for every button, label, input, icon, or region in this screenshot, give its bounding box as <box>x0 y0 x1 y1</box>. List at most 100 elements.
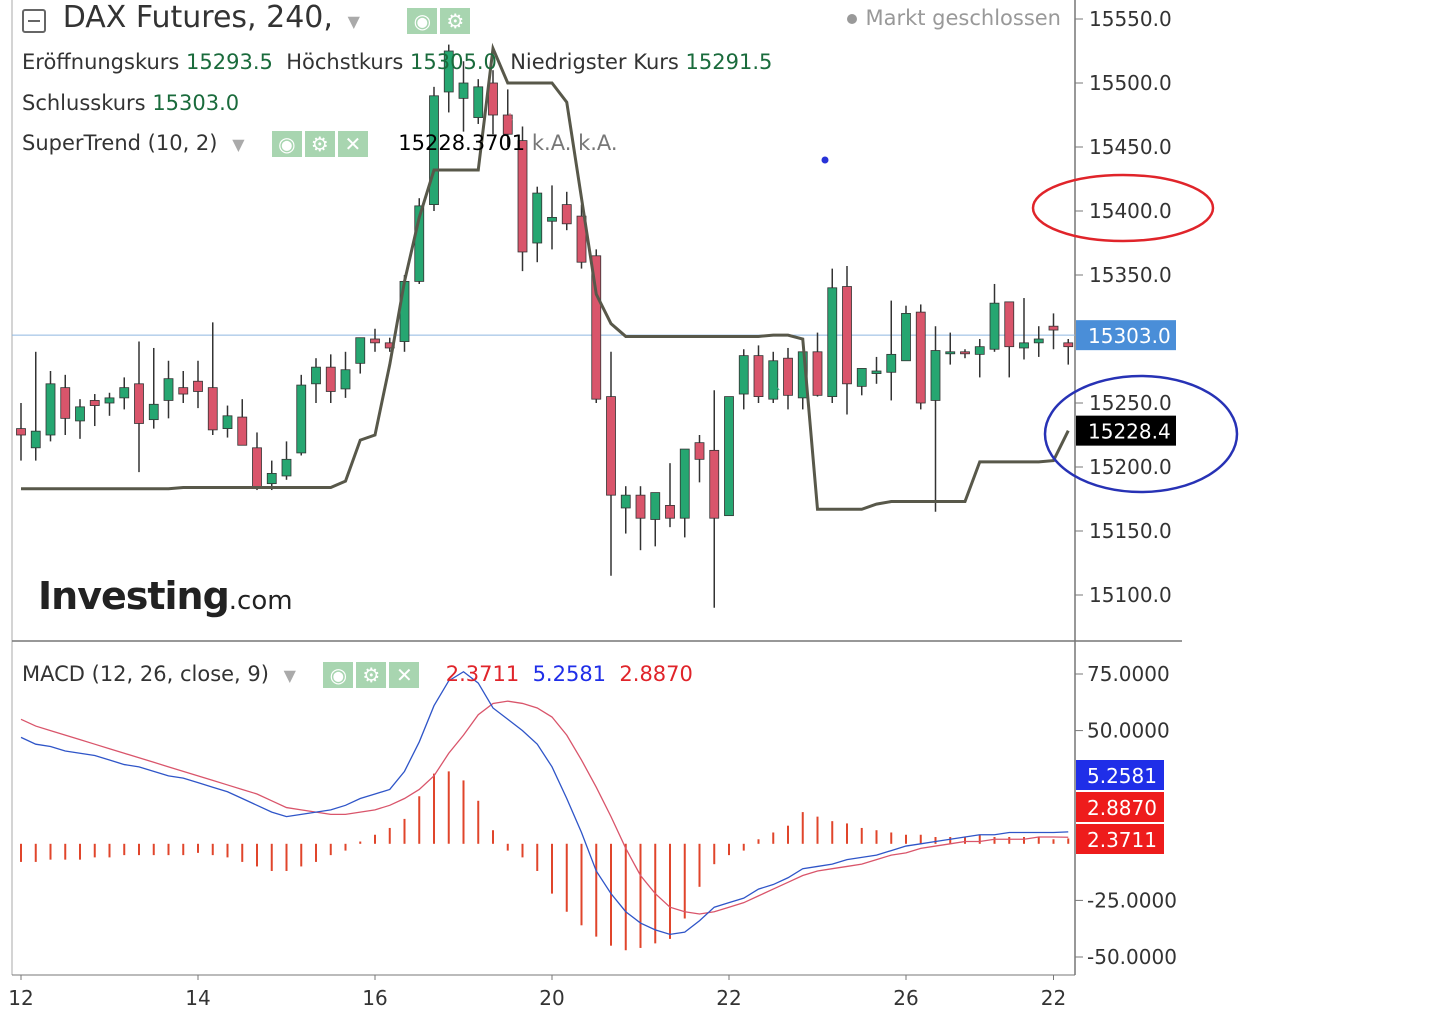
candle-body[interactable] <box>237 416 248 446</box>
candle-body[interactable] <box>812 351 823 396</box>
candle-body[interactable] <box>517 140 528 253</box>
eye-icon[interactable]: ◉ <box>407 8 438 34</box>
price-axis[interactable]: 15550.0 15500.0 15450.0 15400.0 15350.0 15250… <box>1075 7 1177 969</box>
candle-body[interactable] <box>163 378 174 401</box>
candle-body[interactable] <box>753 355 764 398</box>
chevron-down-icon[interactable]: ▼ <box>347 11 360 31</box>
candle-body[interactable] <box>281 458 292 477</box>
candle-body[interactable] <box>679 448 690 519</box>
candle-body[interactable] <box>561 204 572 225</box>
candle-body[interactable] <box>606 396 616 496</box>
ohlc-row: Eröffnungskurs 15293.5 Höchstkurs 15305.… <box>22 50 772 74</box>
candle-body[interactable] <box>989 302 1000 350</box>
symbol-header: DAX Futures, 240, ▼ ◉ ⚙ <box>22 0 473 35</box>
candle-body[interactable] <box>252 447 262 488</box>
candle-body[interactable] <box>974 346 985 355</box>
candle-body[interactable] <box>75 406 85 422</box>
symbol-title[interactable]: DAX Futures, 240, <box>62 0 333 35</box>
candle-body[interactable] <box>148 403 159 421</box>
candle-body[interactable] <box>207 387 218 431</box>
close-icon[interactable]: ✕ <box>337 131 368 157</box>
candle-body[interactable] <box>311 366 321 385</box>
candle-body[interactable] <box>768 360 779 400</box>
candle-body[interactable] <box>355 337 366 364</box>
candle-body[interactable] <box>443 50 454 93</box>
candle-body[interactable] <box>856 368 867 387</box>
supertrend-label[interactable]: SuperTrend (10, 2) <box>22 131 218 155</box>
price-tick-label: 15450.0 <box>1089 135 1172 159</box>
time-axis[interactable]: 12 14 16 20 22 26 22 <box>8 975 1066 1009</box>
macd-value-tag-label: 2.3711 <box>1087 828 1157 852</box>
candle-body[interactable] <box>1033 338 1044 344</box>
investing-logo: Investing.com <box>38 574 293 618</box>
macd-value-tag <box>1076 824 1164 854</box>
logo-suffix: .com <box>228 586 293 616</box>
macd-histogram <box>20 771 1070 951</box>
candle-body[interactable] <box>842 286 852 385</box>
candle-body[interactable] <box>16 428 26 436</box>
supertrend-na-1: k.A. <box>531 131 572 155</box>
candle-body[interactable] <box>473 86 484 118</box>
candle-body[interactable] <box>738 355 749 395</box>
candle-body[interactable] <box>104 397 115 404</box>
candle-body[interactable] <box>134 383 144 424</box>
macd-line-value: 5.2581 <box>532 662 607 686</box>
candle-body[interactable] <box>266 472 277 485</box>
candle-body[interactable] <box>930 350 941 401</box>
candle-body[interactable] <box>665 504 675 519</box>
gear-icon[interactable]: ⚙ <box>356 662 387 688</box>
candle-body[interactable] <box>458 82 469 99</box>
candle-body[interactable] <box>547 216 557 222</box>
candle-body[interactable] <box>886 353 897 373</box>
candle-body[interactable] <box>178 387 189 395</box>
candle-body[interactable] <box>1063 342 1074 348</box>
candle-body[interactable] <box>532 192 543 244</box>
candle-body[interactable] <box>1048 325 1059 331</box>
time-tick-label: 22 <box>716 986 741 1009</box>
candle-body[interactable] <box>296 384 307 454</box>
candle-body[interactable] <box>960 351 970 355</box>
candle-body[interactable] <box>45 383 56 436</box>
eye-icon[interactable]: ◉ <box>323 662 354 688</box>
candle-body[interactable] <box>901 312 911 362</box>
candle-body[interactable] <box>1019 342 1029 349</box>
gear-icon[interactable]: ⚙ <box>440 8 471 34</box>
candle-body[interactable] <box>370 338 380 344</box>
chevron-down-icon[interactable]: ▼ <box>283 665 296 685</box>
candle-body[interactable] <box>222 415 233 429</box>
candle-body[interactable] <box>620 494 631 509</box>
candle-body[interactable] <box>724 396 734 517</box>
candle-body[interactable] <box>709 449 720 519</box>
candle-body[interactable] <box>694 442 705 460</box>
supertrend-na-2: k.A. <box>578 131 618 155</box>
chevron-down-icon[interactable]: ▼ <box>232 134 245 154</box>
candle-body[interactable] <box>193 380 203 392</box>
close-icon[interactable]: ✕ <box>389 662 420 688</box>
collapse-icon[interactable] <box>22 9 46 33</box>
candle-body[interactable] <box>60 387 71 419</box>
candle-body[interactable] <box>945 351 956 355</box>
candle-body[interactable] <box>30 430 41 449</box>
gear-icon[interactable]: ⚙ <box>304 131 335 157</box>
candle-body[interactable] <box>871 370 882 374</box>
candle-body[interactable] <box>340 369 351 390</box>
candle-body[interactable] <box>650 492 661 520</box>
candle-body[interactable] <box>783 357 793 396</box>
macd-label[interactable]: MACD (12, 26, close, 9) <box>22 662 269 686</box>
candle-body[interactable] <box>576 215 587 263</box>
candle-body[interactable] <box>827 287 838 397</box>
candle-body[interactable] <box>591 255 602 400</box>
candle-body[interactable] <box>1004 301 1015 348</box>
candle-body[interactable] <box>399 280 410 342</box>
candle-body[interactable] <box>414 205 425 282</box>
candle-body[interactable] <box>429 95 439 206</box>
candle-body[interactable] <box>915 311 926 404</box>
candle-body[interactable] <box>488 82 498 116</box>
candle-body[interactable] <box>119 387 130 399</box>
eye-icon[interactable]: ◉ <box>271 131 302 157</box>
candle-body[interactable] <box>635 494 646 519</box>
candle-body[interactable] <box>502 114 513 135</box>
candle-body[interactable] <box>89 400 100 406</box>
candle-body[interactable] <box>325 366 336 392</box>
